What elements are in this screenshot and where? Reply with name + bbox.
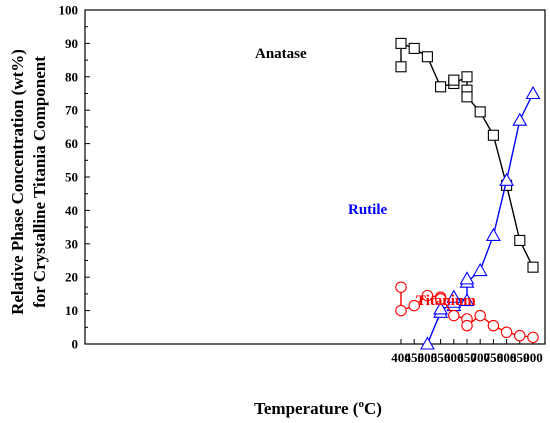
series-layer (395, 37, 541, 350)
series-label-rutile: Rutile (348, 202, 388, 218)
data-point-rutile (419, 336, 435, 350)
data-point-anatase (487, 129, 499, 141)
data-point-anatase (408, 42, 420, 54)
x-tick-label: 700 (470, 350, 490, 365)
y-tick-label: 10 (65, 303, 78, 318)
x-axis-title-degree: o (358, 398, 364, 410)
data-point-rutile (512, 112, 528, 126)
y-axis-title-line1: Relative Phase Concentration (wt%) (8, 49, 27, 315)
x-tick-label: 900 (523, 350, 543, 365)
y-tick-label: 0 (72, 337, 79, 352)
x-tick-label: 850 (510, 350, 530, 365)
data-point-titanium (395, 281, 407, 293)
series-anatase (395, 37, 539, 273)
x-tick-label: 500 (418, 350, 438, 365)
data-point-titanium (448, 309, 460, 322)
data-point-titanium (474, 309, 486, 322)
data-point-rutile (459, 292, 475, 307)
x-axis-title-main: Temperature ( (254, 399, 359, 418)
data-point-titanium (434, 293, 447, 305)
y-tick-label: 20 (65, 270, 78, 285)
series-label-anatase: Anatase (255, 46, 307, 62)
data-point-anatase (474, 106, 486, 118)
data-point-anatase (448, 74, 460, 86)
data-point-rutile (446, 289, 462, 303)
data-point-rutile (485, 227, 501, 241)
data-point-rutile (499, 172, 515, 186)
x-tick-label: 800 (497, 350, 517, 365)
data-point-titanium (527, 331, 539, 344)
x-axis-title: Temperature (oC) (254, 398, 382, 418)
y-tick-label: 80 (65, 69, 78, 84)
data-point-rutile (433, 301, 449, 315)
y-tick-label: 100 (59, 3, 79, 18)
data-point-titanium (487, 319, 500, 332)
y-tick-label: 30 (65, 236, 78, 251)
data-point-titanium (395, 304, 407, 317)
series-labels: Anatase Rutile Titanium (255, 46, 476, 309)
y-tick-label: 50 (65, 170, 78, 185)
series-titanium (395, 281, 539, 344)
series-rutile (419, 85, 541, 350)
data-point-titanium (408, 299, 420, 312)
x-tick-label: 650 (457, 350, 477, 365)
y-tick-label: 90 (65, 36, 78, 51)
data-point-rutile (459, 271, 475, 285)
data-point-anatase (435, 81, 447, 93)
data-point-rutile (472, 262, 488, 277)
y-tick-label: 40 (65, 203, 78, 218)
data-point-anatase (461, 91, 473, 103)
x-tick-label: 750 (484, 350, 504, 365)
plot-border (84, 9, 546, 345)
y-tick-label: 60 (65, 136, 78, 151)
data-point-titanium (514, 329, 526, 342)
data-point-anatase (395, 37, 407, 49)
plot-frame (84, 9, 546, 345)
data-point-rutile (525, 85, 541, 100)
x-axis-title-unit: C) (364, 399, 382, 418)
series-label-titanium: Titanium (416, 293, 476, 309)
data-point-titanium (500, 326, 513, 339)
data-point-anatase (421, 51, 433, 63)
x-tick-label: 450 (404, 350, 424, 365)
data-point-titanium (461, 319, 473, 332)
y-tick-label: 70 (65, 103, 78, 118)
data-point-anatase (527, 261, 539, 273)
x-tick-label: 600 (444, 350, 464, 365)
data-point-anatase (461, 71, 473, 83)
data-point-titanium (421, 289, 434, 302)
data-point-anatase (395, 61, 407, 73)
x-tick-label: 550 (431, 350, 451, 365)
x-tick-label: 400 (391, 350, 411, 365)
data-point-anatase (514, 234, 526, 247)
y-axis-title-line2: for Crystalline Titania Component (30, 56, 49, 308)
